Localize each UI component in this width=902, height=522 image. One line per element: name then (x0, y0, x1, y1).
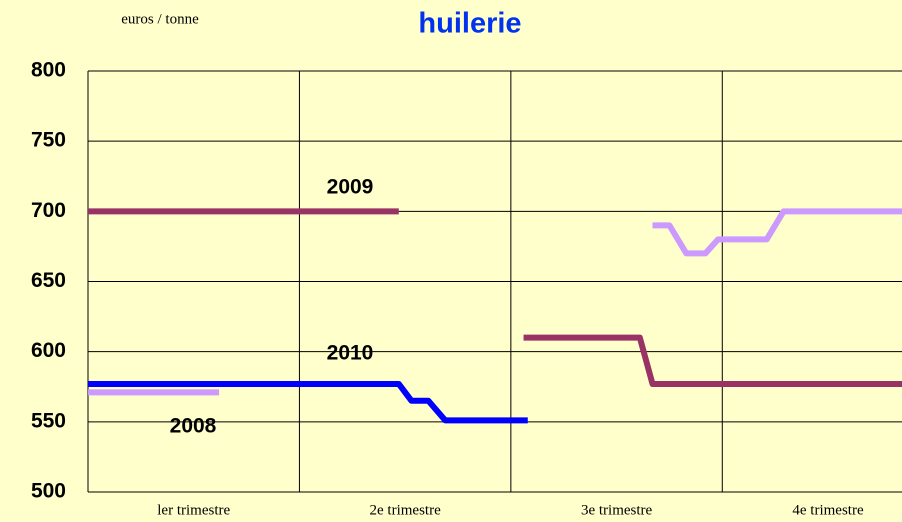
series-line (88, 208, 902, 387)
series-label: 2010 (327, 342, 374, 365)
x-tick-label: 2e trimestre (370, 502, 442, 518)
x-tick-label: 3e trimestre (581, 502, 653, 518)
series-label: 2008 (170, 415, 217, 438)
y-tick-label: 700 (31, 199, 66, 222)
chart-title: huilerie (418, 8, 521, 40)
y-tick-label: 650 (31, 269, 66, 292)
y-tick-label: 750 (31, 129, 66, 152)
x-tick-label: 4e trimestre (792, 502, 864, 518)
x-tick-label: ler trimestre (157, 502, 230, 518)
y-tick-label: 600 (31, 339, 66, 362)
series-label: 2009 (327, 176, 374, 199)
y-tick-label: 550 (31, 409, 66, 432)
y-tick-label: 500 (31, 480, 66, 503)
series-line (88, 380, 528, 424)
y-tick-label: 800 (31, 59, 66, 82)
series-line (88, 208, 902, 396)
y-axis-label: euros / tonne (121, 11, 199, 27)
